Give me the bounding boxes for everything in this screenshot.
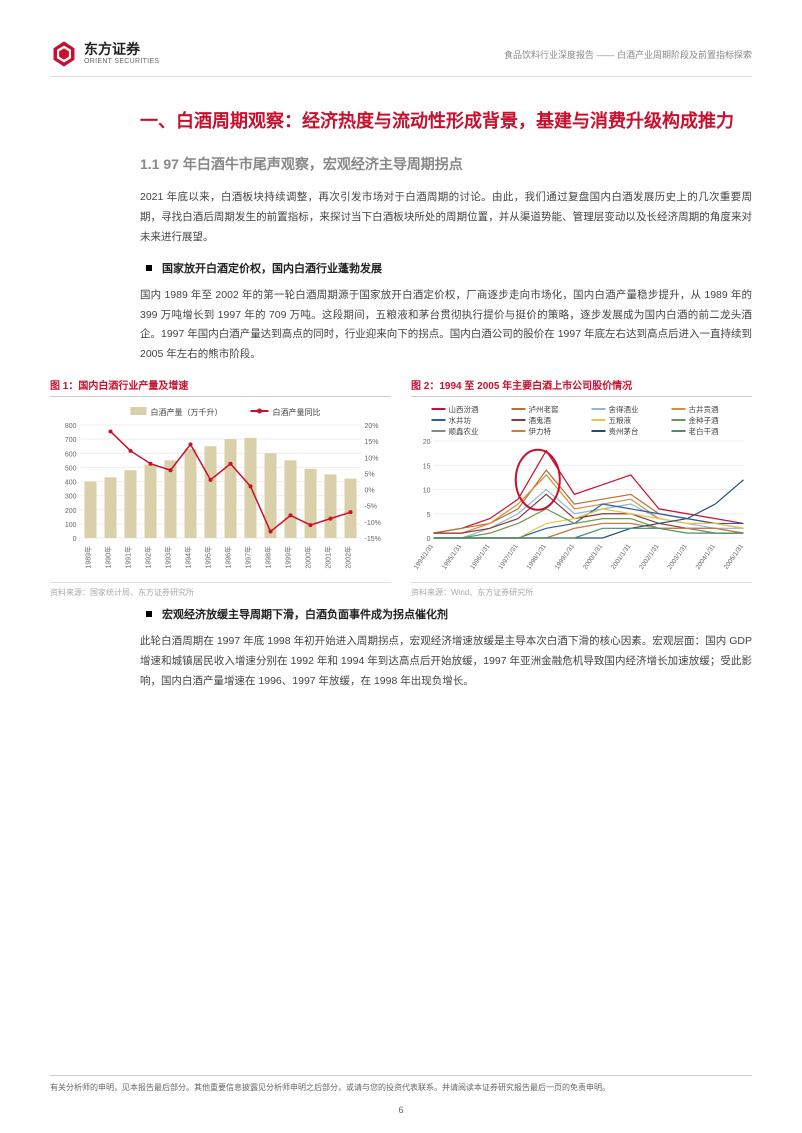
- svg-text:1994年: 1994年: [184, 546, 193, 569]
- page-footer: 有关分析师的申明，见本报告最后部分。其他重要信息披露见分析师申明之后部分，或请与…: [50, 1075, 752, 1093]
- svg-text:酒鬼酒: 酒鬼酒: [529, 415, 552, 425]
- svg-text:1994/1/31: 1994/1/31: [413, 543, 436, 571]
- page-number: 6: [0, 1105, 802, 1115]
- svg-text:1999年: 1999年: [284, 546, 293, 569]
- svg-text:1997/1/31: 1997/1/31: [497, 543, 520, 571]
- svg-text:1991年: 1991年: [124, 546, 133, 569]
- bullet-icon: [146, 611, 152, 617]
- svg-text:伊力特: 伊力特: [529, 426, 552, 436]
- svg-text:5%: 5%: [365, 472, 375, 479]
- svg-text:2002/1/31: 2002/1/31: [638, 543, 661, 571]
- logo-icon: [50, 40, 78, 68]
- header-breadcrumb: 食品饮料行业深度报告 —— 白酒产业周期阶段及前置指标探索: [504, 48, 752, 61]
- svg-text:1989年: 1989年: [84, 546, 93, 569]
- svg-text:泸州老窖: 泸州老窖: [529, 404, 559, 414]
- svg-text:金种子酒: 金种子酒: [689, 415, 719, 425]
- svg-text:400: 400: [65, 480, 77, 487]
- svg-text:2001年: 2001年: [324, 546, 333, 569]
- section-title: 一、白酒周期观察：经济热度与流动性形成背景，基建与消费升级构成推力: [140, 107, 752, 136]
- footer-disclaimer: 有关分析师的申明，见本报告最后部分。其他重要信息披露见分析师申明之后部分，或请与…: [50, 1083, 610, 1092]
- chart-2-source: 资料来源：Wind、东方证券研究所: [411, 582, 752, 598]
- company-name-en: ORIENT SECURITIES: [84, 58, 159, 66]
- svg-text:1992年: 1992年: [144, 546, 153, 569]
- svg-text:10: 10: [423, 488, 431, 495]
- svg-text:1998/1/31: 1998/1/31: [526, 543, 549, 571]
- svg-text:2000年: 2000年: [304, 546, 313, 569]
- svg-text:1995年: 1995年: [204, 546, 213, 569]
- chart-2-title: 图 2：1994 至 2005 年主要白酒上市公司股价情况: [411, 377, 752, 397]
- svg-text:1997年: 1997年: [244, 546, 253, 569]
- bullet-heading-2: 宏观经济放缓主导周期下滑，白酒负面事件成为拐点催化剂: [140, 606, 752, 622]
- svg-text:白酒产量（万千升）: 白酒产量（万千升）: [151, 407, 223, 417]
- bullet-icon: [146, 265, 152, 271]
- svg-text:2001/1/31: 2001/1/31: [610, 543, 633, 571]
- svg-text:0: 0: [73, 536, 77, 543]
- svg-text:500: 500: [65, 466, 77, 473]
- svg-text:1998年: 1998年: [264, 546, 273, 569]
- bullet-text-1: 国家放开白酒定价权，国内白酒行业蓬勃发展: [162, 260, 382, 276]
- svg-text:古井贡酒: 古井贡酒: [689, 404, 719, 414]
- chart-1-title: 图 1：国内白酒行业产量及增速: [50, 377, 391, 397]
- svg-text:800: 800: [65, 423, 77, 430]
- svg-text:0: 0: [427, 536, 431, 543]
- svg-text:5: 5: [427, 512, 431, 519]
- svg-text:1995/1/31: 1995/1/31: [441, 543, 464, 571]
- svg-text:1990年: 1990年: [104, 546, 113, 569]
- chart-2-canvas: 山西汾酒 泸州老窖 舍得酒业 古井贡酒水井坊 酒鬼酒 五粮液 金种子酒顺鑫农业 伊力特 贵州茅台…: [411, 403, 752, 578]
- svg-text:20%: 20%: [365, 423, 379, 430]
- svg-text:1993年: 1993年: [164, 546, 173, 569]
- charts-row: 图 1：国内白酒行业产量及增速 白酒产量（万千升）白酒产量同比010020030…: [50, 377, 752, 598]
- company-logo: 东方证券 ORIENT SECURITIES: [50, 40, 159, 68]
- svg-text:老白干酒: 老白干酒: [689, 426, 719, 436]
- chart-1-source: 资料来源：国家统计局、东方证券研究所: [50, 582, 391, 598]
- svg-text:1996/1/31: 1996/1/31: [469, 543, 492, 571]
- svg-text:15: 15: [423, 464, 431, 471]
- svg-text:100: 100: [65, 522, 77, 529]
- svg-text:舍得酒业: 舍得酒业: [609, 404, 639, 414]
- svg-text:-15%: -15%: [365, 536, 381, 543]
- svg-text:300: 300: [65, 494, 77, 501]
- svg-text:-10%: -10%: [365, 520, 381, 527]
- svg-text:1999/1/31: 1999/1/31: [554, 543, 577, 571]
- svg-text:山西汾酒: 山西汾酒: [449, 404, 479, 414]
- bullet-text-2: 宏观经济放缓主导周期下滑，白酒负面事件成为拐点催化剂: [162, 606, 448, 622]
- svg-text:600: 600: [65, 452, 77, 459]
- chart-2-block: 图 2：1994 至 2005 年主要白酒上市公司股价情况 山西汾酒 泸州老窖 舍得…: [411, 377, 752, 598]
- svg-text:2005/1/31: 2005/1/31: [723, 543, 746, 571]
- svg-text:2000/1/31: 2000/1/31: [582, 543, 605, 571]
- svg-text:2003/1/31: 2003/1/31: [666, 543, 689, 571]
- svg-text:五粮液: 五粮液: [609, 415, 632, 425]
- svg-text:15%: 15%: [365, 440, 379, 447]
- svg-text:1996年: 1996年: [224, 546, 233, 569]
- bullet-heading-1: 国家放开白酒定价权，国内白酒行业蓬勃发展: [140, 260, 752, 276]
- chart-1-block: 图 1：国内白酒行业产量及增速 白酒产量（万千升） 白酒产量同比 0 100 200 30…: [50, 377, 391, 598]
- svg-text:2004/1/31: 2004/1/31: [695, 543, 718, 571]
- svg-text:白酒产量同比: 白酒产量同比: [273, 407, 321, 417]
- svg-text:2002年: 2002年: [344, 546, 353, 569]
- paragraph-3: 此轮白酒周期在 1997 年底 1998 年初开始进入周期拐点，宏观经济增速放缓…: [140, 632, 752, 692]
- chart-1-canvas: 白酒产量（万千升） 白酒产量同比 0 100 200 300 400 500 600 700 800…: [50, 403, 391, 578]
- svg-text:0%: 0%: [365, 488, 375, 495]
- paragraph-2: 国内 1989 年至 2002 年的第一轮白酒周期源于国家放开白酒定价权，厂商逐…: [140, 286, 752, 366]
- paragraph-intro: 2021 年底以来，白酒板块持续调整，再次引发市场对于白酒周期的讨论。由此，我们…: [140, 188, 752, 248]
- company-name-cn: 东方证券: [84, 42, 159, 57]
- svg-text:顺鑫农业: 顺鑫农业: [449, 426, 479, 436]
- svg-text:700: 700: [65, 437, 77, 444]
- svg-text:贵州茅台: 贵州茅台: [609, 426, 639, 436]
- page-header: 东方证券 ORIENT SECURITIES 食品饮料行业深度报告 —— 白酒产…: [50, 40, 752, 77]
- svg-text:20: 20: [423, 439, 431, 446]
- svg-text:10%: 10%: [365, 456, 379, 463]
- subsection-title: 1.1 97 年白酒牛市尾声观察，宏观经济主导周期拐点: [140, 154, 752, 174]
- svg-text:-5%: -5%: [365, 504, 377, 511]
- svg-text:200: 200: [65, 508, 77, 515]
- svg-text:水井坊: 水井坊: [449, 415, 472, 425]
- main-content: 一、白酒周期观察：经济热度与流动性形成背景，基建与消费升级构成推力 1.1 97…: [50, 107, 752, 692]
